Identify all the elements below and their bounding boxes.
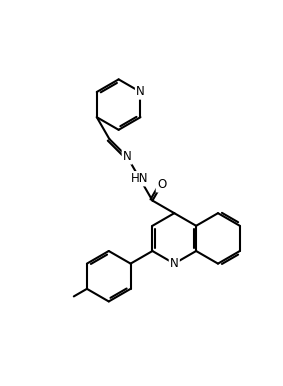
Text: N: N [123, 151, 132, 163]
Text: HN: HN [131, 172, 149, 185]
Text: O: O [157, 178, 166, 191]
Text: N: N [136, 85, 145, 98]
Text: N: N [170, 257, 179, 270]
